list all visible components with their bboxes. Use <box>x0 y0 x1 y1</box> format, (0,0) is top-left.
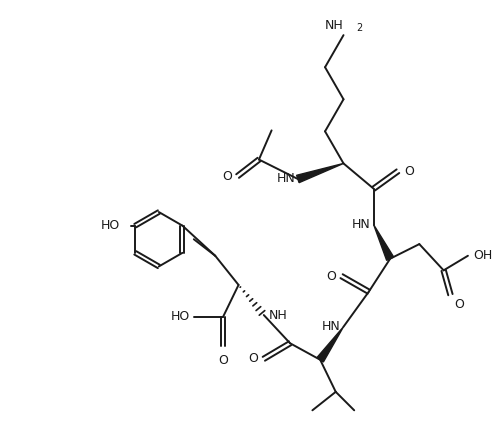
Text: O: O <box>404 165 413 178</box>
Text: HO: HO <box>171 311 190 323</box>
Text: O: O <box>222 170 232 183</box>
Text: NH: NH <box>325 19 343 32</box>
Text: NH: NH <box>269 308 288 322</box>
Text: OH: OH <box>473 249 492 262</box>
Text: 2: 2 <box>356 23 363 33</box>
Polygon shape <box>296 164 343 183</box>
Text: O: O <box>248 352 258 365</box>
Text: O: O <box>454 297 464 311</box>
Text: HO: HO <box>100 219 120 232</box>
Text: HN: HN <box>277 173 296 185</box>
Text: O: O <box>218 354 228 367</box>
Text: O: O <box>326 270 336 283</box>
Text: HN: HN <box>352 218 370 231</box>
Polygon shape <box>317 327 343 362</box>
Polygon shape <box>373 225 394 260</box>
Text: HN: HN <box>322 320 340 333</box>
